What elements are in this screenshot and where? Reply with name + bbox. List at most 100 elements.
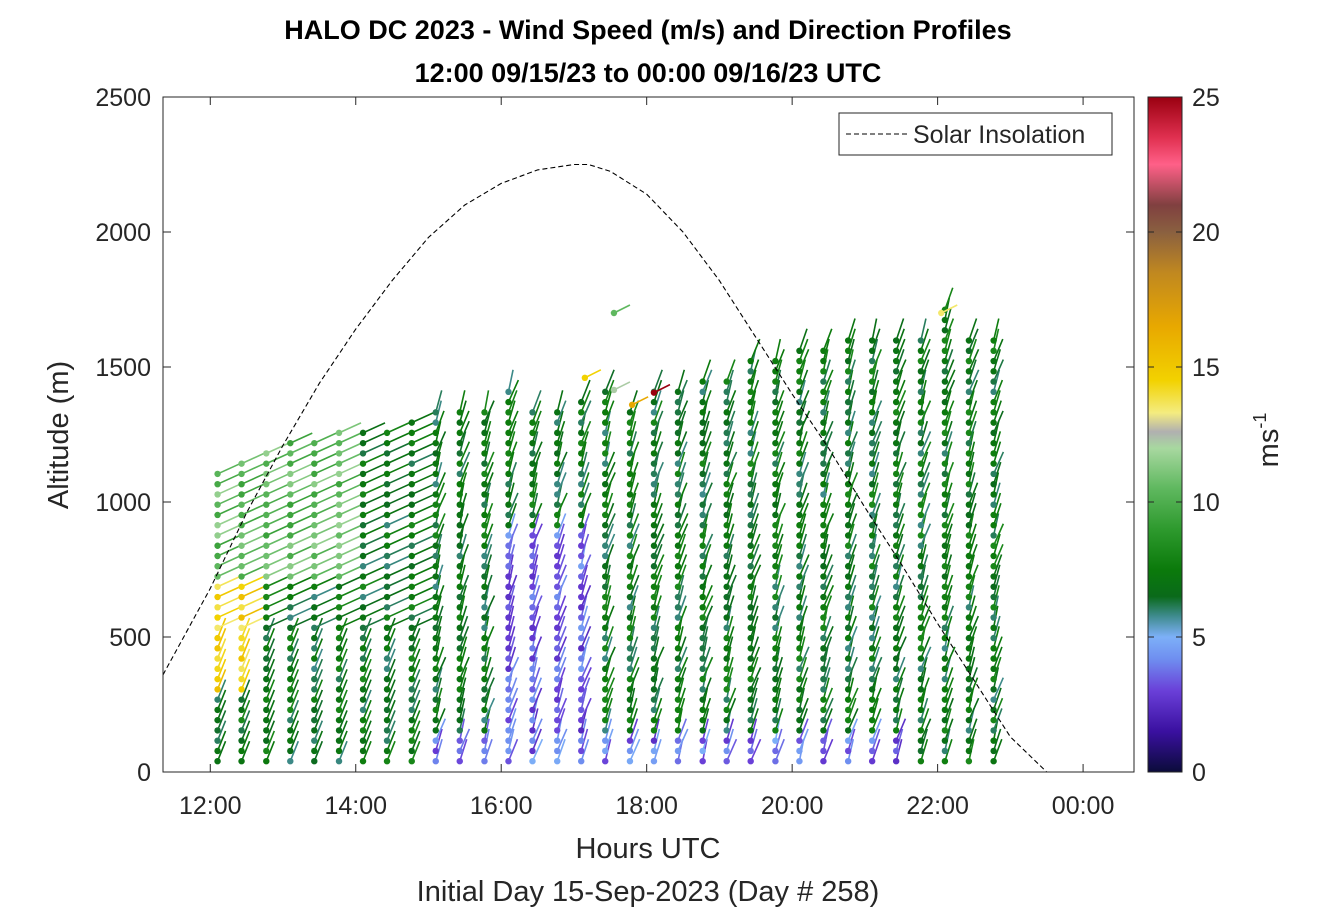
wind-barb-stem — [701, 369, 713, 393]
wind-barb-point — [917, 675, 925, 683]
wind-barb-point — [263, 552, 270, 560]
wind-barb-point — [892, 604, 900, 611]
wind-barb-point — [505, 419, 512, 426]
wind-barb-point — [941, 758, 949, 765]
wind-barb-point — [892, 716, 900, 724]
wind-barb-stem — [944, 318, 955, 341]
wind-barb-point — [505, 665, 512, 673]
wind-barb-stem — [265, 576, 289, 588]
wind-barb-stem — [677, 718, 688, 741]
wind-barb-point — [892, 696, 900, 703]
wind-barb-stem — [411, 648, 421, 670]
wind-barb-stem — [265, 648, 276, 670]
wind-barb-point — [796, 409, 803, 416]
wind-barb-point — [892, 419, 900, 426]
wind-barb-point — [650, 583, 658, 590]
wind-barb-point — [965, 737, 973, 744]
wind-barb-point — [650, 706, 658, 714]
wind-barb-stem — [847, 472, 859, 495]
wind-barb-stem — [338, 617, 348, 639]
wind-barb-stem — [968, 400, 978, 423]
wind-barb-point — [772, 716, 779, 724]
wind-barb-point — [505, 460, 512, 467]
wind-barb-stem — [629, 656, 640, 680]
wind-barb-stem — [968, 626, 978, 649]
wind-barb-point — [311, 542, 318, 549]
wind-barb-stem — [604, 472, 616, 495]
wind-barb-stem — [895, 554, 905, 577]
wind-barb-stem — [386, 628, 396, 649]
wind-barb-point — [917, 634, 925, 642]
wind-barb-point — [650, 675, 658, 683]
wind-barb-stem — [944, 523, 953, 546]
wind-barb-point — [529, 501, 536, 508]
wind-barb-stem — [289, 545, 313, 557]
wind-barb-stem — [944, 585, 953, 608]
wind-barb-point — [359, 686, 367, 693]
wind-barb-point — [941, 491, 949, 498]
wind-barb-point — [263, 645, 270, 652]
wind-barb-point — [238, 655, 245, 662]
wind-barb-stem — [847, 564, 856, 588]
wind-barb-point — [965, 624, 973, 632]
wind-barb-stem — [386, 669, 396, 690]
wind-barb-stem — [749, 523, 758, 546]
wind-barb-point — [747, 696, 754, 703]
wind-barb-stem — [483, 533, 493, 557]
wind-barb-point — [844, 614, 852, 621]
wind-barb-stem — [216, 638, 227, 659]
wind-barb-stem — [265, 669, 276, 690]
wind-barb-point — [432, 501, 439, 508]
wind-barb-point — [359, 655, 367, 662]
wind-barb-point — [892, 480, 900, 488]
wind-barb-point — [674, 655, 682, 662]
wind-barb-stem — [338, 699, 348, 721]
wind-barb-point — [214, 624, 221, 632]
wind-barb-stem — [749, 656, 759, 680]
wind-barb-point — [772, 665, 779, 673]
wind-barb-stem — [822, 359, 831, 382]
wind-barb-stem — [313, 689, 324, 711]
wind-barb-point — [263, 716, 270, 724]
wind-barb-point — [481, 696, 488, 703]
wind-barb-point — [699, 378, 706, 385]
y-tick-label: 1000 — [95, 489, 151, 517]
y-tick-label: 500 — [109, 624, 151, 652]
wind-barb-point — [868, 696, 876, 703]
wind-barb-stem — [338, 658, 348, 680]
wind-barb-stem — [871, 543, 881, 567]
wind-barb-point — [383, 758, 391, 765]
wind-barb-point — [772, 706, 779, 714]
wind-barb-point — [263, 675, 270, 683]
wind-barb-point — [481, 716, 488, 724]
wind-barb-point — [481, 634, 488, 642]
wind-barb-point — [772, 460, 779, 467]
wind-barb-point — [917, 450, 925, 457]
wind-barb-point — [650, 389, 658, 396]
wind-barb-point — [796, 388, 803, 396]
wind-barb-stem — [822, 667, 831, 690]
wind-barb-stem — [580, 472, 590, 495]
wind-barb-stem — [289, 740, 300, 762]
wind-barb-point — [674, 388, 682, 396]
wind-barb-point — [335, 604, 343, 611]
wind-barb-point — [263, 511, 270, 519]
wind-barb-stem — [386, 422, 410, 434]
wind-barb-stem — [556, 615, 566, 639]
wind-barb-point — [287, 511, 294, 519]
wind-barb-point — [868, 727, 876, 734]
wind-barb-stem — [920, 728, 929, 752]
wind-barb-point — [602, 460, 609, 467]
wind-barb-point — [868, 552, 876, 560]
wind-barb-point — [481, 645, 488, 652]
wind-barb-point — [772, 645, 779, 652]
wind-barb-point — [432, 645, 439, 652]
wind-barb-point — [772, 614, 779, 621]
wind-barb-stem — [629, 431, 638, 454]
wind-barb-stem — [798, 554, 810, 577]
wind-barb-point — [747, 460, 754, 467]
wind-barb-stem — [580, 615, 591, 639]
wind-barb-point — [796, 624, 803, 632]
wind-barb-point — [796, 532, 803, 539]
wind-barb-stem — [992, 461, 1002, 485]
